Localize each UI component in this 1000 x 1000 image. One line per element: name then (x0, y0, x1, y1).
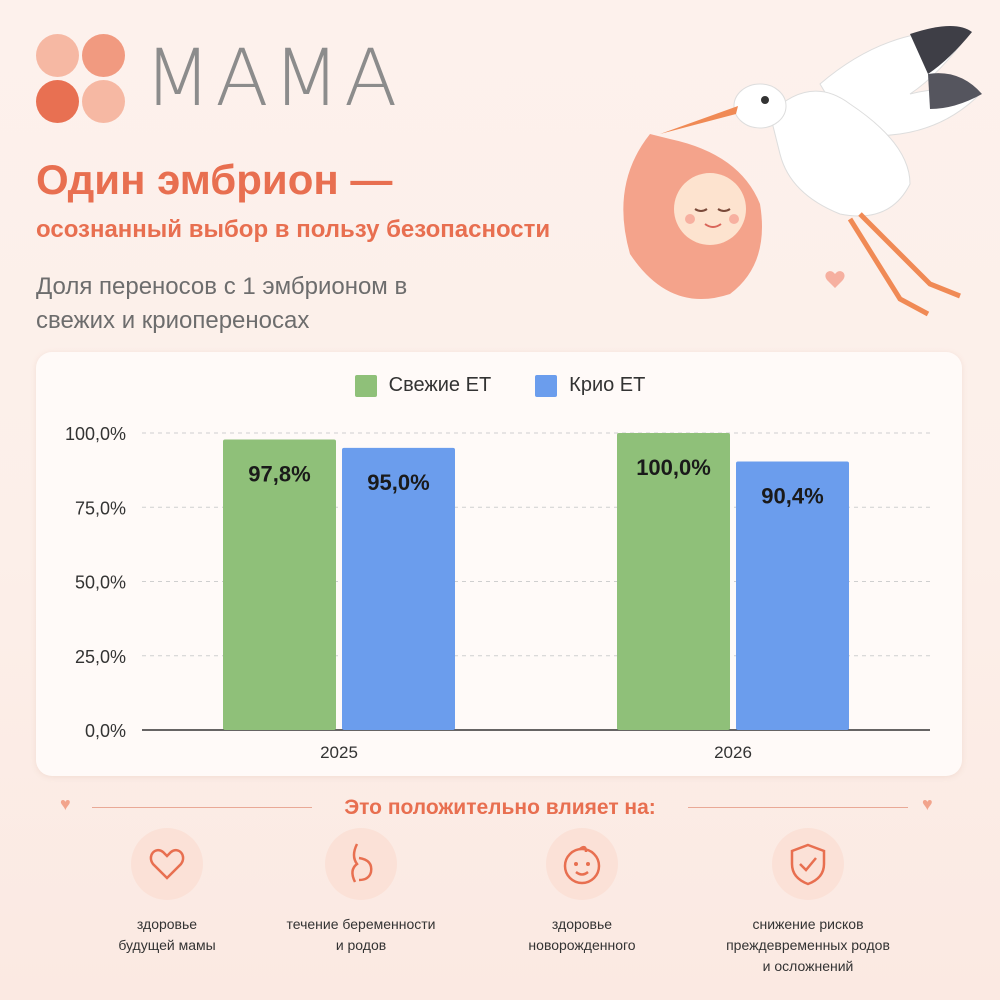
stork-illustration (623, 25, 982, 317)
chart-legend: Свежие ЕТ Крио ЕТ (0, 374, 1000, 397)
legend-item-fresh: Свежие ЕТ (354, 374, 492, 397)
page-title: Один эмбрион — (36, 156, 393, 203)
heart-deco-icon (825, 271, 845, 288)
x-tick-label: 2025 (320, 743, 358, 762)
effect-label: здоровье новорожденного (528, 916, 636, 953)
y-tick-label: 100,0% (65, 424, 126, 444)
y-tick-label: 25,0% (75, 647, 126, 667)
brand-name: MAMA (144, 34, 402, 124)
divider-right (688, 807, 908, 808)
baby-face-icon (546, 828, 618, 900)
bar (736, 461, 849, 730)
effect-label: снижение рисков преждевременных родов и … (726, 916, 890, 974)
legend-label-fresh: Свежие ЕТ (388, 374, 492, 396)
y-tick-label: 0,0% (85, 721, 126, 741)
effects-title: Это положительно влияет на: (344, 796, 656, 819)
page-subtitle: осознанный выбор в пользу безопасности (36, 216, 551, 243)
heart-icon (131, 828, 203, 900)
bar (223, 439, 336, 730)
y-tick-label: 50,0% (75, 573, 126, 593)
baby-bundle-icon (623, 134, 762, 299)
effect-item-mother: здоровье будущей мамы (57, 828, 277, 956)
effect-label: здоровье будущей мамы (118, 916, 216, 953)
chart-description: Доля переносов с 1 эмбрионом в свежих и … (36, 273, 408, 334)
x-tick-label: 2026 (714, 743, 752, 762)
effect-item-pregnancy: течение беременности и родов (251, 828, 471, 956)
heart-deco-icon: ♥ (60, 794, 71, 814)
divider-left (92, 807, 312, 808)
pregnant-woman-icon (325, 828, 397, 900)
y-tick-label: 75,0% (75, 498, 126, 518)
heart-deco-icon: ♥ (922, 794, 933, 814)
bar (342, 447, 455, 730)
data-label: 100,0% (636, 455, 711, 480)
legend-label-cryo: Крио ЕТ (569, 374, 646, 396)
effect-item-newborn: здоровье новорожденного (472, 828, 692, 956)
shield-check-icon (772, 828, 844, 900)
data-label: 97,8% (248, 462, 310, 487)
legend-swatch-fresh (354, 374, 377, 397)
logo-circles-icon (36, 34, 126, 124)
bar (617, 433, 730, 730)
data-label: 90,4% (761, 484, 823, 509)
legend-swatch-cryo (535, 374, 558, 397)
effect-item-risks: снижение рисков преждевременных родов и … (698, 828, 918, 977)
brand-logo: MAMA (36, 34, 416, 124)
effect-label: течение беременности и родов (286, 916, 436, 953)
legend-item-cryo: Крио ЕТ (535, 374, 645, 397)
data-label: 95,0% (367, 470, 429, 495)
